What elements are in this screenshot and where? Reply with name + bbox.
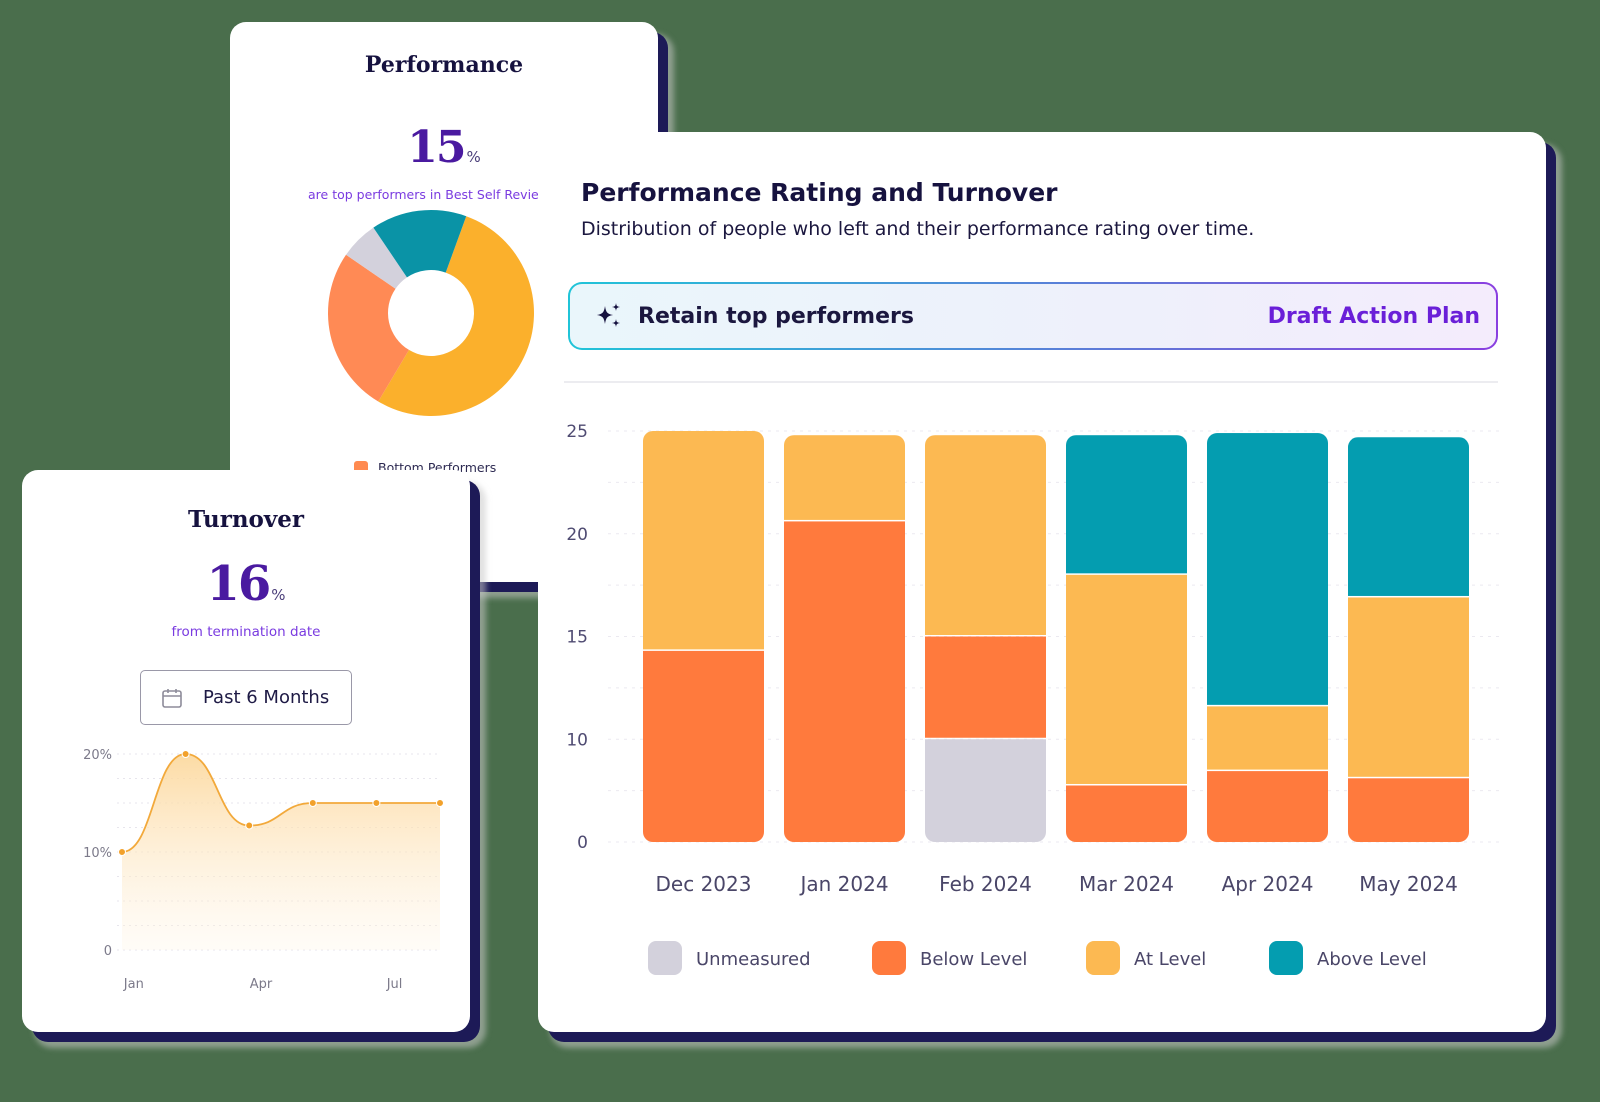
legend-item-unmeasured: Unmeasured (648, 941, 811, 975)
bar-segment-at-level (1348, 597, 1469, 777)
stacked-bar-chart: 0 10 15 20 25 Dec 2023 Jan 2024 Feb 2024 Mar 202… (566, 422, 1503, 975)
donut-slice-at-level (378, 216, 534, 416)
bar-segment-below-level (925, 636, 1046, 738)
turnover-point (245, 821, 254, 830)
turnover-point (372, 799, 381, 807)
bar-dec-2023 (643, 431, 764, 842)
turnover-point (181, 750, 190, 758)
date-range-button[interactable]: Past 6 Months (140, 670, 352, 725)
divider (564, 381, 1498, 383)
turnover-title: Turnover (187, 506, 305, 533)
x-tick-label: Dec 2023 (656, 872, 752, 896)
bar-segment-below-level (1348, 778, 1469, 842)
turnover-unit: % (271, 586, 286, 604)
action-banner: Retain top performers Draft Action Plan (568, 282, 1498, 350)
x-tick-label: Jul (386, 977, 403, 992)
performance-subtitle: are top performers in Best Self Revie (308, 187, 539, 202)
legend-item-below-level: Below Level (872, 941, 1027, 975)
x-tick-label: May 2024 (1359, 872, 1458, 896)
bar-segment-above-level (1207, 433, 1328, 705)
legend-swatch (872, 941, 906, 975)
draft-action-plan-button[interactable]: Draft Action Plan (1267, 303, 1480, 329)
sparkle-icon (597, 303, 620, 327)
performance-value: 15 (407, 122, 466, 173)
bar-segment-at-level (1066, 574, 1187, 784)
bar-may-2024 (1348, 437, 1469, 842)
turnover-point (308, 799, 317, 807)
y-tick-label: 20% (83, 748, 112, 763)
date-range-label: Past 6 Months (203, 687, 330, 708)
y-tick-label: 25 (566, 422, 588, 442)
legend-item-at-level: At Level (1086, 941, 1206, 975)
turnover-line-chart: 0 10% 20% Jan Apr Jul (83, 748, 444, 992)
donut-slice-bottom-performers (328, 254, 409, 402)
bar-segment-at-level (643, 431, 764, 650)
bar-segment-unmeasured (925, 739, 1046, 842)
performance-donut-chart (328, 210, 534, 416)
bar-segment-at-level (925, 435, 1046, 635)
turnover-stat: 16% (22, 556, 470, 612)
legend-label: At Level (1134, 949, 1206, 970)
turnover-point (118, 848, 126, 856)
chart-subtitle: Distribution of people who left and thei… (581, 218, 1255, 240)
legend-swatch (1269, 941, 1303, 975)
y-tick-label: 0 (104, 944, 112, 959)
turnover-value: 16 (206, 556, 271, 612)
x-tick-label: Feb 2024 (939, 872, 1032, 896)
performance-stat: 15% (230, 122, 658, 173)
legend-label: Below Level (920, 949, 1027, 970)
bar-apr-2024 (1207, 433, 1328, 842)
bar-segment-below-level (1207, 771, 1328, 842)
bar-segment-at-level (784, 435, 905, 520)
bar-segment-above-level (1348, 437, 1469, 596)
x-tick-label: Jan 2024 (798, 872, 888, 896)
bar-jan-2024 (784, 435, 905, 842)
x-tick-label: Apr (250, 977, 273, 992)
action-banner-label: Retain top performers (638, 303, 914, 329)
legend-label: Unmeasured (696, 949, 811, 970)
bar-segment-at-level (1207, 706, 1328, 770)
y-tick-label: 20 (566, 525, 588, 545)
y-tick-label: 10 (566, 730, 588, 750)
chart-title: Performance Rating and Turnover (581, 178, 1058, 207)
turnover-point (436, 799, 444, 807)
bar-segment-below-level (643, 650, 764, 842)
bar-feb-2024 (925, 435, 1046, 842)
x-tick-label: Apr 2024 (1222, 872, 1314, 896)
y-tick-label: 15 (566, 628, 588, 648)
x-tick-label: Mar 2024 (1079, 872, 1174, 896)
turnover-subtitle: from termination date (171, 624, 321, 640)
legend-swatch (1086, 941, 1120, 975)
donut-slice-unmeasured (346, 227, 407, 289)
calendar-icon (162, 688, 182, 708)
performance-unit: % (466, 148, 481, 166)
legend-item-above-level: Above Level (1269, 941, 1427, 975)
bar-segment-below-level (784, 521, 905, 842)
bar-segment-below-level (1066, 785, 1187, 842)
turnover-card: Turnover 16% from termination date Past … (22, 470, 470, 1032)
bar-mar-2024 (1066, 435, 1187, 842)
legend-label: Above Level (1317, 949, 1427, 970)
turnover-area (122, 754, 440, 950)
legend-swatch (648, 941, 682, 975)
performance-rating-turnover-card: Performance Rating and Turnover Distribu… (538, 132, 1546, 1032)
bar-segment-above-level (1066, 435, 1187, 574)
donut-slice-above-level (373, 210, 467, 278)
x-tick-label: Jan (123, 977, 144, 992)
y-tick-label: 10% (83, 846, 112, 861)
performance-title: Performance (364, 52, 524, 78)
y-tick-label: 0 (577, 833, 588, 853)
